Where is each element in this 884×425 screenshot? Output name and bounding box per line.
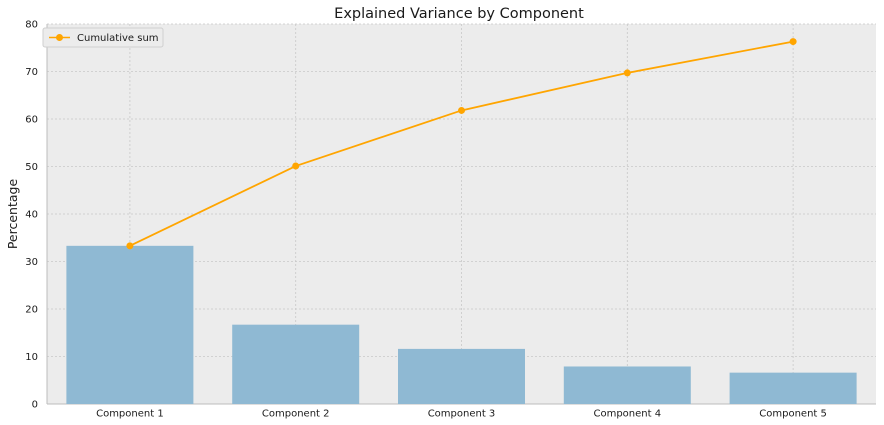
x-tick-label-5: Component 5 [759, 409, 827, 420]
chart-title: Explained Variance by Component [334, 6, 584, 22]
x-tick-label-2: Component 2 [262, 409, 330, 420]
x-ticks: Component 1 Component 2 Component 3 Compone… [96, 409, 827, 420]
cumulative-point-2 [292, 162, 300, 170]
y-tick-label-0: 0 [32, 400, 38, 411]
bar-4 [563, 366, 691, 404]
bar-2 [232, 324, 360, 404]
legend-marker [56, 34, 63, 41]
x-tick-label-3: Component 3 [428, 409, 496, 420]
x-tick-label-4: Component 4 [593, 409, 661, 420]
legend-box [42, 27, 164, 48]
y-tick-label-8: 80 [25, 20, 38, 31]
y-axis-label: Percentage [5, 179, 20, 250]
bar-5 [729, 372, 857, 404]
y-tick-label-4: 40 [25, 210, 38, 221]
y-tick-label-7: 70 [25, 67, 38, 78]
x-tick-label-1: Component 1 [96, 409, 164, 420]
y-tick-label-5: 50 [25, 162, 38, 173]
y-tick-label-6: 60 [25, 115, 38, 126]
cumulative-line [126, 38, 797, 250]
bars [66, 245, 857, 404]
cumulative-point-1 [126, 242, 134, 250]
y-tick-label-1: 10 [25, 352, 38, 363]
cumulative-point-5 [789, 38, 797, 46]
legend-label: Cumulative sum [77, 33, 159, 44]
cumulative-point-4 [623, 69, 631, 77]
y-tick-label-3: 30 [25, 257, 38, 268]
y-tick-label-2: 20 [25, 305, 38, 316]
cumulative-point-3 [458, 106, 465, 114]
y-ticks: 0 10 20 30 40 50 60 70 80 [25, 20, 38, 411]
legend: Cumulative sum [42, 27, 164, 48]
bar-3 [398, 348, 525, 404]
bar-1 [66, 245, 194, 404]
